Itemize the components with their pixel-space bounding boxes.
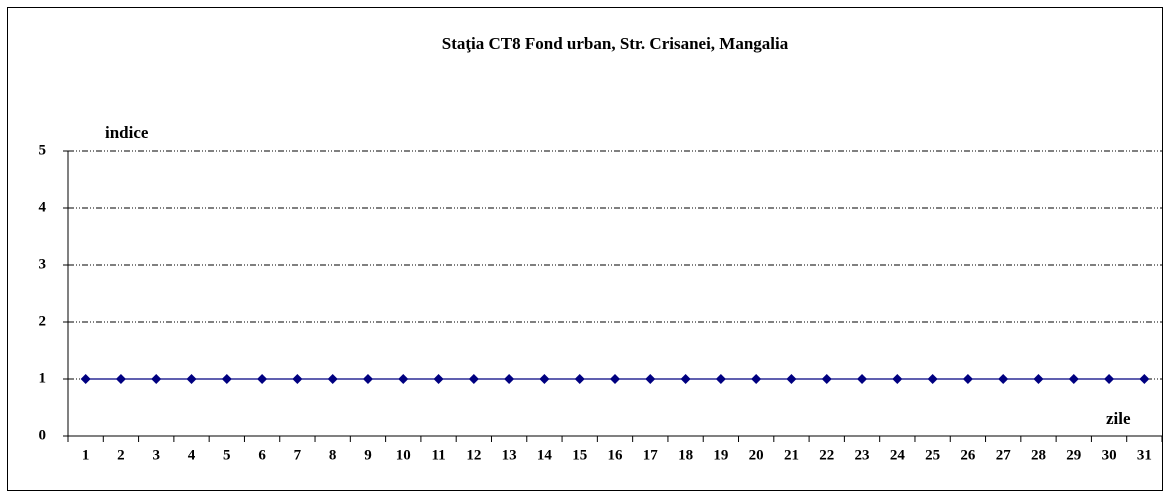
x-tick-label: 15 (572, 447, 587, 463)
x-tick-label: 20 (749, 447, 764, 463)
x-tick-label: 5 (223, 447, 231, 463)
x-tick-label: 27 (996, 447, 1012, 463)
x-tick-label: 22 (819, 447, 834, 463)
x-tick-label: 31 (1137, 447, 1152, 463)
data-point (857, 374, 868, 384)
data-point (539, 374, 550, 384)
x-tick-label: 9 (364, 447, 372, 463)
data-point (115, 374, 126, 384)
x-tick-label: 14 (537, 447, 553, 463)
x-tick-label: 19 (713, 447, 728, 463)
y-tick-label: 3 (39, 256, 47, 272)
y-tick-label: 4 (39, 199, 47, 215)
data-point (327, 374, 338, 384)
data-point (151, 374, 162, 384)
data-point (504, 374, 515, 384)
data-point (751, 374, 762, 384)
x-tick-label: 26 (960, 447, 976, 463)
data-point (998, 374, 1009, 384)
data-point (186, 374, 197, 384)
data-point (1068, 374, 1079, 384)
x-tick-label: 11 (431, 447, 445, 463)
data-point (821, 374, 832, 384)
x-tick-label: 8 (329, 447, 337, 463)
data-point (257, 374, 268, 384)
x-tick-label: 18 (678, 447, 693, 463)
x-tick-label: 12 (466, 447, 481, 463)
x-tick-label: 10 (396, 447, 411, 463)
data-point (398, 374, 409, 384)
x-tick-label: 23 (855, 447, 870, 463)
data-point (1104, 374, 1115, 384)
data-point (362, 374, 373, 384)
y-tick-label: 0 (39, 427, 47, 443)
x-tick-label: 2 (117, 447, 125, 463)
x-tick-label: 25 (925, 447, 940, 463)
x-tick-label: 21 (784, 447, 799, 463)
x-tick-label: 29 (1066, 447, 1081, 463)
data-point (292, 374, 303, 384)
data-point (1139, 374, 1150, 384)
x-tick-label: 17 (643, 447, 659, 463)
x-tick-label: 7 (294, 447, 302, 463)
data-point (433, 374, 444, 384)
data-point (221, 374, 232, 384)
chart-title: Staţia CT8 Fond urban, Str. Crisanei, Ma… (442, 34, 789, 53)
data-point (645, 374, 656, 384)
data-point (680, 374, 691, 384)
data-point (962, 374, 973, 384)
data-point (80, 374, 91, 384)
data-point (468, 374, 479, 384)
y-tick-label: 5 (39, 142, 47, 158)
data-point (786, 374, 797, 384)
x-tick-label: 13 (502, 447, 517, 463)
x-axis-label: zile (1106, 409, 1131, 428)
x-tick-label: 6 (258, 447, 266, 463)
x-tick-label: 1 (82, 447, 90, 463)
data-point (610, 374, 620, 384)
x-tick-label: 28 (1031, 447, 1046, 463)
data-point (1033, 374, 1044, 384)
y-tick-label: 1 (39, 370, 47, 386)
y-tick-label: 2 (39, 313, 47, 329)
x-tick-label: 24 (890, 447, 906, 463)
chart-border (7, 7, 1163, 491)
data-point (927, 374, 938, 384)
data-point (574, 374, 585, 384)
data-point (892, 374, 903, 384)
x-tick-label: 30 (1102, 447, 1117, 463)
x-tick-label: 3 (152, 447, 160, 463)
data-point (715, 374, 726, 384)
x-tick-label: 4 (188, 447, 196, 463)
y-axis-label: indice (105, 123, 149, 142)
x-tick-label: 16 (608, 447, 624, 463)
